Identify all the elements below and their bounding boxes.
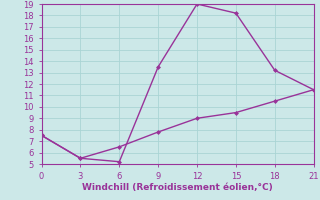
X-axis label: Windchill (Refroidissement éolien,°C): Windchill (Refroidissement éolien,°C) — [82, 183, 273, 192]
